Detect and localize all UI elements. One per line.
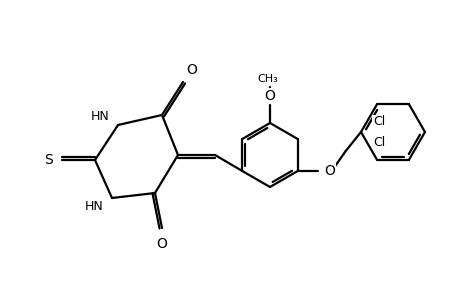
Text: Cl: Cl: [372, 115, 384, 128]
Text: S: S: [44, 153, 53, 167]
Text: O: O: [264, 89, 275, 103]
Text: O: O: [185, 63, 196, 77]
Text: Cl: Cl: [372, 136, 384, 149]
Text: O: O: [324, 164, 335, 178]
Text: HN: HN: [85, 200, 104, 212]
Text: HN: HN: [91, 110, 110, 124]
Text: CH₃: CH₃: [257, 74, 278, 84]
Text: O: O: [156, 237, 167, 251]
